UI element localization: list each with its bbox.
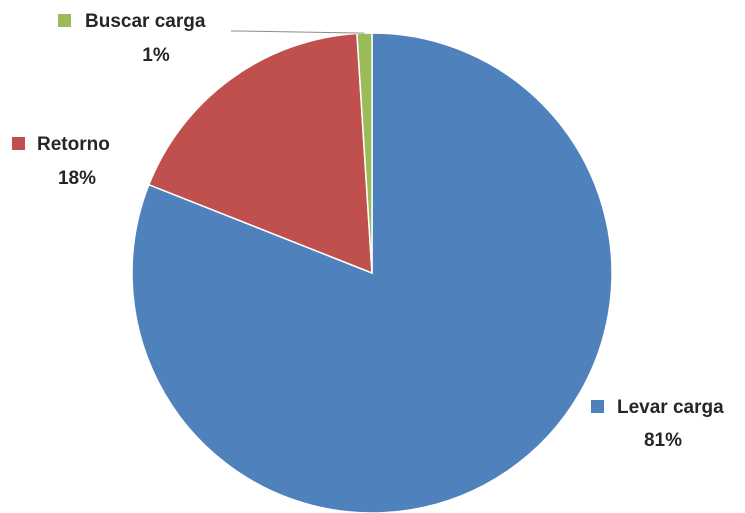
label-marker-levar-carga: [591, 400, 604, 413]
data-label-category-levar-carga: Levar carga: [617, 397, 724, 418]
data-label-value-retorno: 18%: [58, 168, 96, 189]
pie-slice-retorno: [147, 32, 373, 275]
data-labels: Levar carga 81% Retorno 18% Buscar carga 1%: [12, 11, 724, 451]
data-label-value-levar-carga: 81%: [644, 430, 682, 451]
label-marker-retorno: [12, 137, 25, 150]
data-label-category-retorno: Retorno: [37, 134, 110, 155]
pie-slice-levar-carga: [131, 32, 613, 513]
leader-lines: [231, 30, 365, 34]
label-marker-buscar-carga: [58, 14, 71, 27]
pie-slices: [131, 32, 613, 513]
data-label-value-buscar-carga: 1%: [142, 45, 170, 66]
data-label-category-buscar-carga: Buscar carga: [85, 11, 206, 32]
leader-line-buscar-carga: [231, 30, 365, 34]
